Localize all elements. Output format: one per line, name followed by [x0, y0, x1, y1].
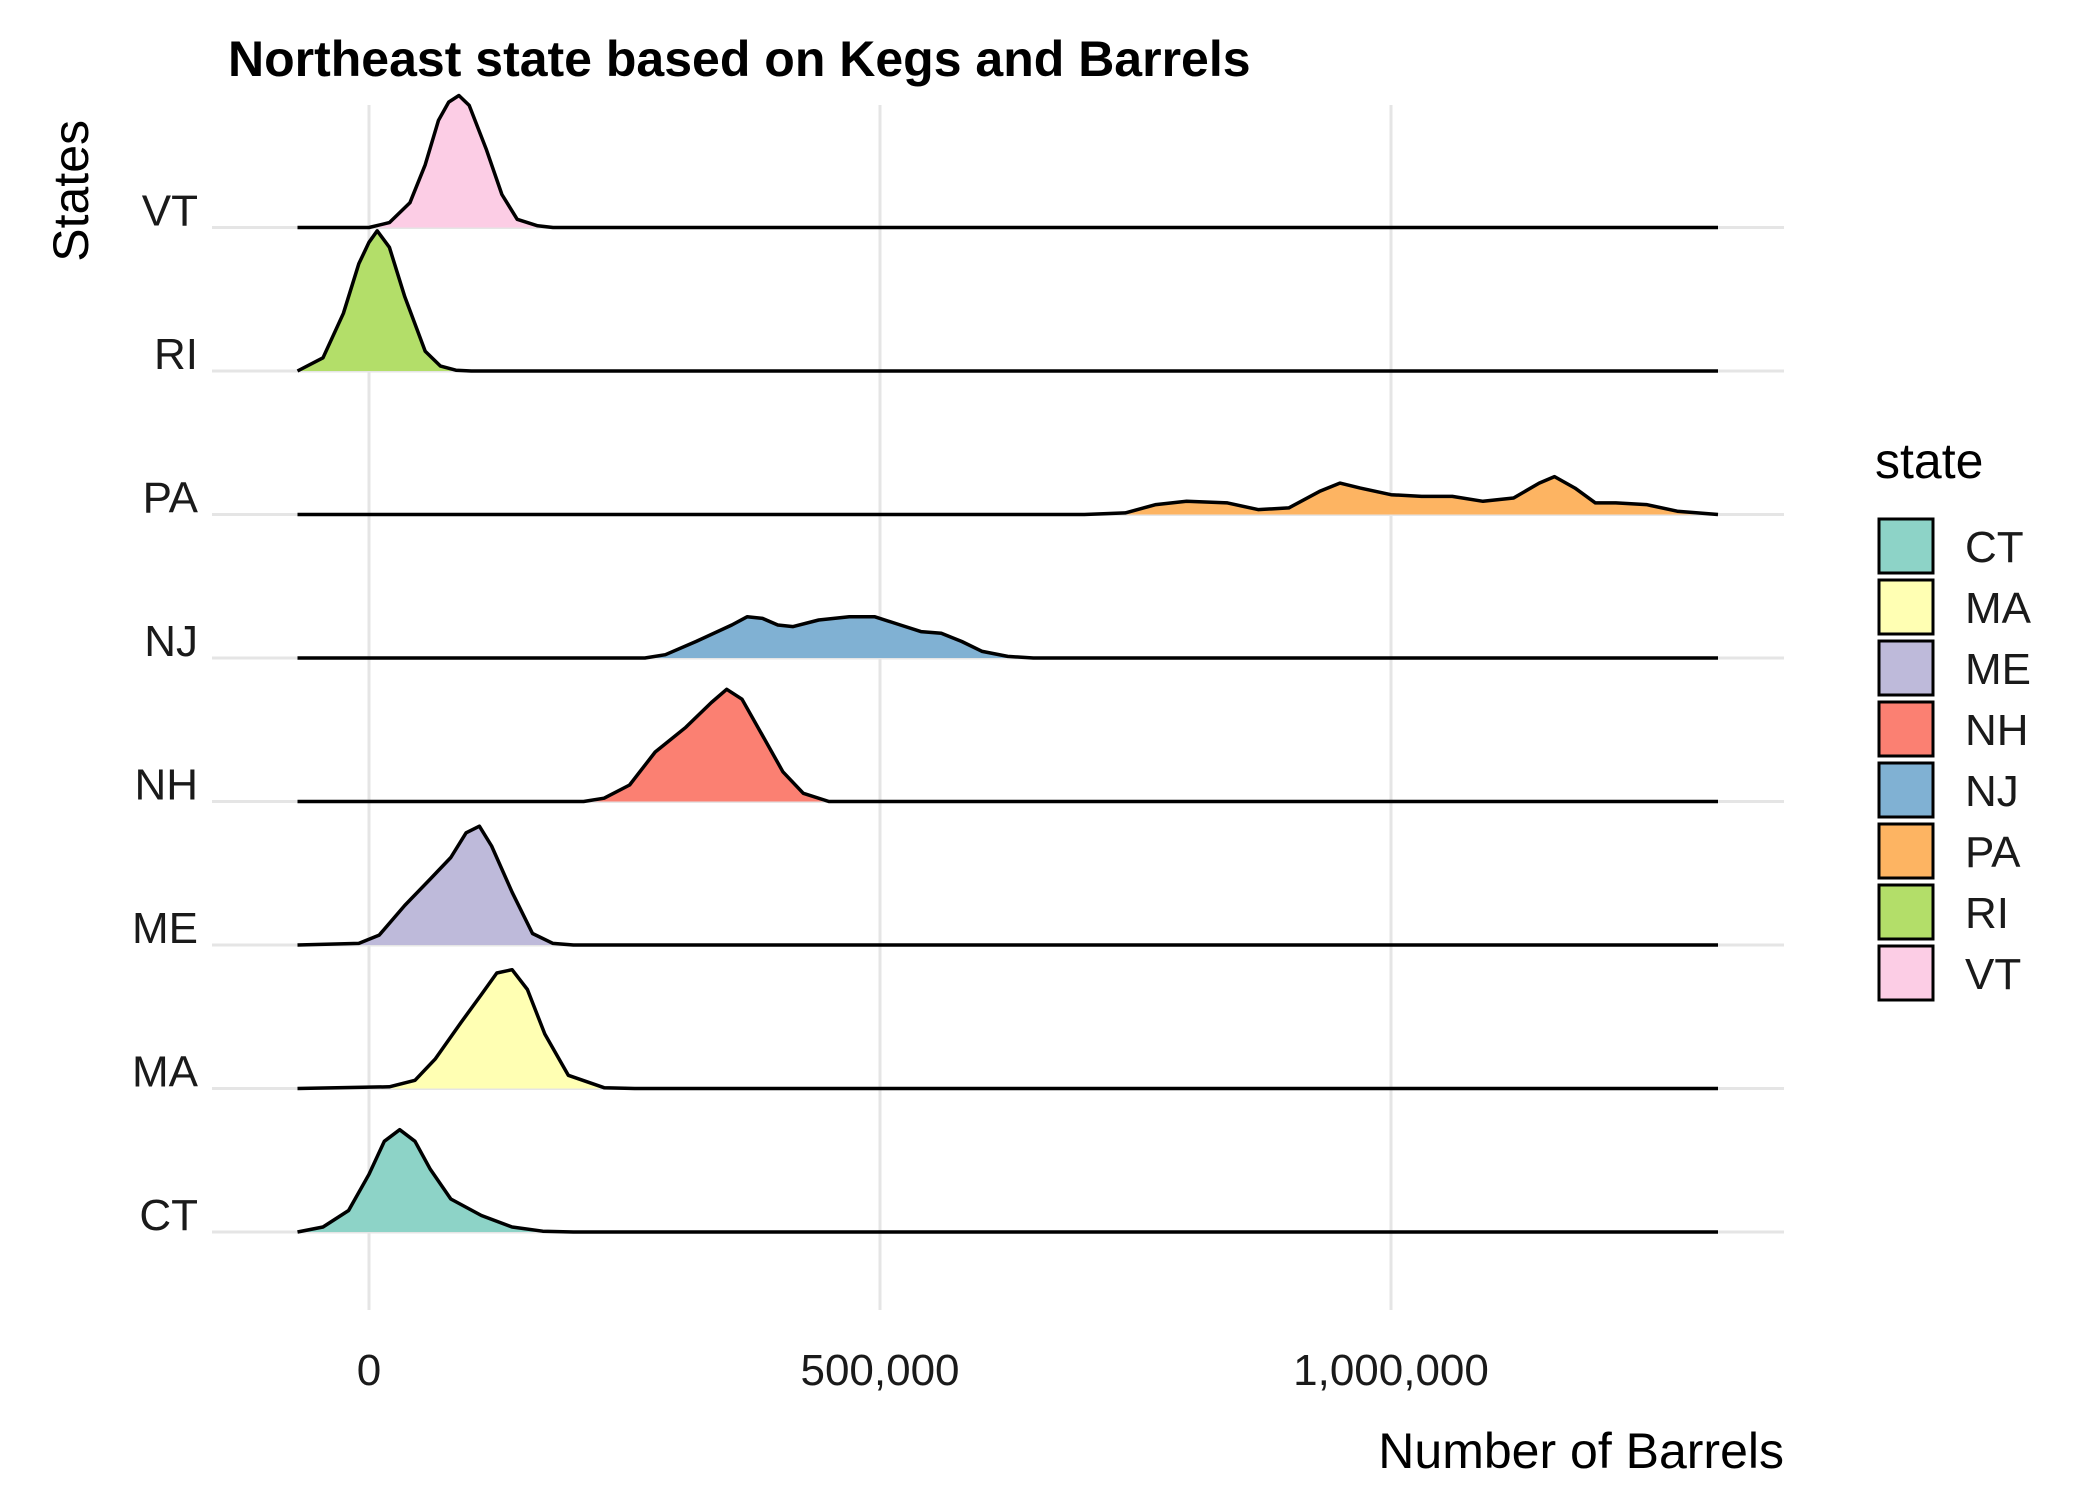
y-axis-title: States [43, 120, 99, 262]
ridge-fill-ct [297, 1129, 1718, 1232]
chart-title: Northeast state based on Kegs and Barrel… [228, 31, 1251, 87]
legend-title: state [1875, 433, 1983, 489]
ridge-fill-vt [297, 95, 1718, 228]
y-tick-label-ma: MA [132, 1048, 199, 1097]
y-tick-label-nh: NH [134, 761, 198, 810]
x-tick-label: 500,000 [800, 1346, 959, 1395]
ridges [296, 93, 1719, 1234]
y-tick-labels: VT RI PA NJ NH ME MA CT [132, 187, 199, 1241]
x-tick-label: 0 [357, 1346, 381, 1395]
x-axis-title: Number of Barrels [1378, 1423, 1784, 1479]
y-tick-label-pa: PA [143, 474, 199, 523]
legend-swatch-pa [1877, 822, 1935, 880]
legend-swatch-nj [1877, 761, 1935, 819]
ridge-line-ct [297, 1127, 1718, 1234]
legend-swatch-ri [1877, 883, 1935, 941]
legend-swatch-ma [1877, 578, 1935, 636]
y-tick-label-me: ME [132, 904, 198, 953]
legend-swatch-ct [1877, 517, 1935, 575]
legend-label-ri: RI [1965, 889, 2009, 938]
legend-swatch-me [1877, 639, 1935, 697]
y-tick-label-nj: NJ [144, 617, 198, 666]
gridlines [212, 105, 1784, 1310]
ridge-fill-nj [297, 616, 1718, 658]
ridge-line-vt [297, 93, 1718, 230]
legend-label-vt: VT [1965, 950, 2021, 999]
x-tick-label: 1,000,000 [1293, 1346, 1489, 1395]
ridge-line-nh [297, 687, 1718, 804]
x-tick-labels: 0 500,000 1,000,000 [357, 1346, 1489, 1395]
y-tick-label-ct: CT [139, 1191, 198, 1240]
ridge-fill-nh [297, 689, 1718, 802]
ridge-line-me [297, 824, 1718, 947]
ridge-line-ma [297, 967, 1718, 1091]
ridge-fill-me [297, 826, 1718, 945]
ridge-line-ri [296, 229, 1718, 373]
legend-label-me: ME [1965, 645, 2031, 694]
legend-swatch-nh [1877, 700, 1935, 758]
ridge-fill-pa [297, 476, 1718, 515]
legend-label-ma: MA [1965, 584, 2032, 633]
y-tick-label-vt: VT [142, 187, 198, 236]
legend-label-ct: CT [1965, 523, 2024, 572]
legend-label-nh: NH [1965, 706, 2029, 755]
legend-swatch-vt [1877, 944, 1935, 1002]
ridge-line-nj [297, 615, 1718, 660]
legend-label-pa: PA [1965, 828, 2021, 877]
ridge-fill-ma [297, 969, 1718, 1089]
legend: state CT MA ME NH NJ PA RI VT [1875, 433, 2032, 1002]
ridge-line-pa [297, 474, 1719, 517]
legend-label-nj: NJ [1965, 767, 2019, 816]
y-tick-label-ri: RI [154, 330, 198, 379]
ridge-fill-ri [297, 230, 1718, 371]
